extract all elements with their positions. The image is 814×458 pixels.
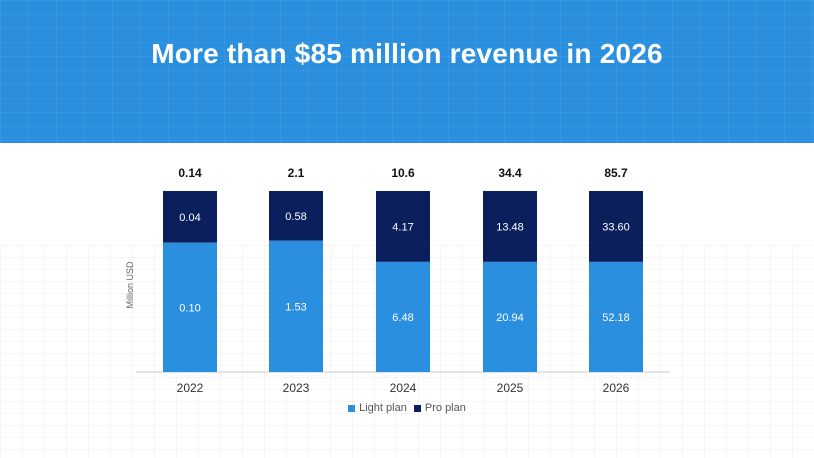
- label-light-plan-2022: 0.10: [179, 302, 200, 314]
- legend-item-light-plan: Light plan: [348, 402, 407, 414]
- chart-title: More than $85 million revenue in 2026: [151, 38, 663, 69]
- x-tick-label-2022: 2022: [177, 381, 204, 393]
- bar-light-plan-2022: [163, 242, 217, 372]
- total-label-2022: 0.14: [178, 166, 202, 180]
- bar-pro-plan-2023: [269, 191, 323, 241]
- label-pro-plan-2026: 33.60: [602, 221, 630, 233]
- total-label-2024: 10.6: [391, 166, 415, 180]
- label-light-plan-2026: 52.18: [602, 312, 630, 324]
- legend-swatch-pro-plan: [413, 404, 421, 412]
- label-pro-plan-2023: 0.58: [285, 211, 306, 223]
- bar-light-plan-2023: [269, 240, 323, 372]
- x-tick-label-2026: 2026: [603, 381, 630, 393]
- total-label-2025: 34.4: [498, 166, 522, 180]
- label-pro-plan-2022: 0.04: [179, 212, 200, 224]
- bar-pro-plan-2024: [376, 191, 430, 262]
- x-tick-label-2024: 2024: [390, 381, 417, 393]
- total-label-2026: 85.7: [604, 166, 628, 180]
- bar-light-plan-2025: [483, 261, 537, 372]
- bar-pro-plan-2022: [163, 191, 217, 243]
- total-label-2023: 2.1: [288, 166, 305, 180]
- legend-item-pro-plan: Pro plan: [413, 402, 466, 414]
- stacked-bar-chart: Million USD 0.04 0.10 0.14 2022 0.58 1.53 2.1 2…: [125, 166, 670, 393]
- label-light-plan-2023: 1.53: [285, 301, 306, 313]
- label-pro-plan-2024: 4.17: [392, 221, 413, 233]
- x-tick-label-2023: 2023: [283, 381, 310, 393]
- label-light-plan-2025: 20.94: [496, 312, 524, 324]
- label-pro-plan-2025: 13.48: [496, 221, 524, 233]
- x-tick-label-2025: 2025: [497, 381, 524, 393]
- bar-light-plan-2024: [376, 261, 430, 372]
- bar-pro-plan-2025: [483, 191, 537, 262]
- legend-label-light-plan: Light plan: [359, 402, 407, 414]
- y-axis-label: Million USD: [125, 261, 135, 309]
- legend-label-pro-plan: Pro plan: [424, 402, 466, 414]
- legend-swatch-light-plan: [348, 404, 356, 412]
- bar-pro-plan-2026: [589, 191, 643, 262]
- legend: Light plan Pro plan: [0, 402, 814, 415]
- label-light-plan-2024: 6.48: [392, 312, 413, 324]
- bar-light-plan-2026: [589, 261, 643, 372]
- title-banner: More than $85 million revenue in 2026: [0, 0, 814, 143]
- banner-grid-pattern: [0, 0, 814, 143]
